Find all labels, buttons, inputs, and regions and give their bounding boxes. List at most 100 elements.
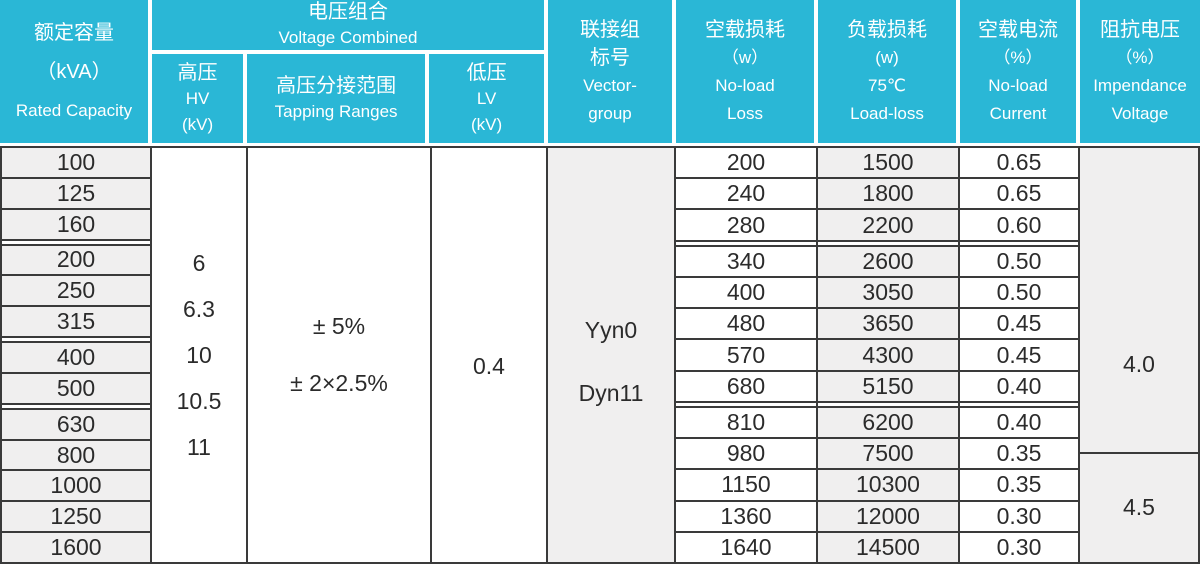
no-load-loss-column: 200 240 280 340 400 480 570 680 810 980 … — [676, 146, 818, 562]
no-load-current-column: 0.65 0.65 0.60 0.50 0.50 0.45 0.45 0.40 … — [960, 146, 1080, 562]
tapping-value: ± 5% — [312, 313, 366, 339]
load-loss-cell: 14500 — [818, 530, 958, 563]
load-loss-column: 1500 1800 2200 2600 3050 3650 4300 5150 … — [818, 146, 960, 563]
no-load-current-cell: 0.50 — [960, 244, 1078, 276]
hv-value: 11 — [187, 433, 211, 460]
load-loss-cell: 1500 — [818, 146, 958, 178]
header-tapping-zh: 高压分接范围 — [276, 74, 397, 97]
no-load-loss-cell: 1640 — [676, 530, 816, 562]
no-load-current-cell: 0.60 — [960, 208, 1078, 242]
no-load-loss-cell: 480 — [676, 307, 816, 338]
header-vector-en1: Vector- — [583, 75, 637, 95]
header-load-loss-zh: 负载损耗 — [847, 18, 927, 41]
header-no-load-loss-en2: Loss — [727, 103, 763, 123]
capacity-cell: 800 — [2, 438, 150, 470]
capacity-cell: 500 — [2, 371, 150, 405]
header-rated-capacity-unit: （kVA） — [36, 60, 112, 83]
capacity-cell: 100 — [2, 146, 150, 177]
no-load-loss-cell: 280 — [676, 208, 816, 242]
no-load-current-cell: 0.45 — [960, 307, 1078, 338]
capacity-cell: 160 — [2, 207, 150, 241]
header-no-load-loss-unit: （w） — [721, 47, 769, 67]
table-body: 100 125 160 200 250 315 400 500 630 800 … — [0, 143, 1200, 564]
no-load-current-cell: 0.35 — [960, 437, 1078, 468]
no-load-current-cell: 0.35 — [960, 468, 1078, 499]
capacity-cell: 1600 — [2, 531, 150, 562]
lv-value: 0.4 — [473, 352, 505, 379]
header-voltage-combined-en: Voltage Combined — [278, 28, 418, 47]
header-no-load-loss-en1: No-load — [715, 75, 775, 95]
lv-value-column: 0.4 — [432, 146, 548, 562]
header-no-load-current-zh: 空载电流 — [978, 18, 1058, 41]
capacity-cell: 250 — [2, 274, 150, 306]
header-hv-unit: (kV) — [181, 114, 214, 134]
no-load-current-cell: 0.50 — [960, 275, 1078, 307]
header-hv-en: HV — [185, 88, 210, 108]
load-loss-cell: 1800 — [818, 177, 958, 209]
vector-group-column: Yyn0 Dyn11 — [548, 146, 676, 562]
header-rated-capacity-zh: 额定容量 — [34, 21, 114, 44]
header-lv-unit: (kV) — [471, 114, 503, 134]
header-impedance-voltage: 阻抗电压 （%） Impendance Voltage — [1080, 0, 1200, 143]
header-rated-capacity-en: Rated Capacity — [15, 100, 133, 120]
no-load-current-cell: 0.45 — [960, 338, 1078, 369]
header-load-loss: 负载损耗 (w) 75℃ Load-loss — [818, 0, 960, 143]
impedance-value-cell: 4.5 — [1080, 451, 1198, 562]
header-no-load-current-en2: Current — [989, 103, 1047, 123]
capacity-cell: 630 — [2, 407, 150, 439]
load-loss-cell: 7500 — [818, 437, 958, 469]
header-voltage-subrow: 高压 HV (kV) 高压分接范围 Tapping Ranges 低压 LV (… — [152, 54, 544, 143]
header-hv: 高压 HV (kV) — [152, 54, 248, 143]
hv-values-column: 6 6.3 10 10.5 11 — [152, 146, 248, 562]
header-impedance-en2: Voltage — [1111, 103, 1169, 123]
header-no-load-loss: 空载损耗 （w） No-load Loss — [676, 0, 818, 143]
header-vector-group: 联接组 标号 Vector- group — [548, 0, 676, 143]
header-load-loss-temp: 75℃ — [867, 75, 906, 95]
header-voltage-combined-zh: 电压组合 — [308, 1, 388, 23]
capacity-cell: 1250 — [2, 500, 150, 532]
hv-value: 10.5 — [176, 387, 222, 414]
header-voltage-combined-group: 电压组合 Voltage Combined 高压 HV (kV) 高压分接范围 … — [152, 0, 548, 143]
no-load-loss-cell: 340 — [676, 244, 816, 276]
header-tapping-en: Tapping Ranges — [274, 101, 398, 121]
header-no-load-current-en1: No-load — [988, 75, 1048, 95]
load-loss-cell: 5150 — [818, 369, 958, 403]
no-load-loss-cell: 570 — [676, 338, 816, 369]
load-loss-cell: 3050 — [818, 275, 958, 308]
no-load-current-cell: 0.65 — [960, 177, 1078, 208]
load-loss-cell: 4300 — [818, 338, 958, 370]
header-impedance-zh: 阻抗电压 — [1100, 18, 1180, 41]
impedance-value-cell: 4.0 — [1080, 148, 1198, 452]
header-vector-zh1: 联接组 — [580, 18, 640, 41]
tapping-ranges-column: ± 5% ± 2×2.5% — [248, 146, 432, 562]
header-rated-capacity: 额定容量 （kVA） Rated Capacity — [0, 0, 152, 143]
no-load-current-cell: 0.40 — [960, 369, 1078, 403]
vector-group-value: Yyn0 — [584, 317, 638, 343]
hv-value: 6.3 — [183, 295, 215, 322]
header-load-loss-unit: (w) — [875, 47, 899, 67]
no-load-current-cell: 0.40 — [960, 405, 1078, 437]
header-no-load-current: 空载电流 （%） No-load Current — [960, 0, 1080, 143]
load-loss-cell: 2200 — [818, 208, 958, 242]
no-load-current-cell: 0.30 — [960, 530, 1078, 562]
hv-value: 6 — [192, 249, 206, 276]
header-lv-en: LV — [476, 88, 497, 108]
no-load-loss-cell: 980 — [676, 437, 816, 468]
header-hv-zh: 高压 — [177, 61, 218, 84]
load-loss-cell: 12000 — [818, 499, 958, 531]
header-tapping-ranges: 高压分接范围 Tapping Ranges — [247, 54, 430, 143]
header-lv: 低压 LV (kV) — [429, 54, 544, 143]
impedance-voltage-column: 4.0 4.5 — [1080, 146, 1200, 562]
no-load-current-cell: 0.30 — [960, 499, 1078, 531]
header-no-load-loss-zh: 空载损耗 — [705, 18, 785, 41]
vector-group-value: Dyn11 — [578, 380, 644, 406]
capacity-cell: 400 — [2, 341, 150, 372]
header-voltage-combined: 电压组合 Voltage Combined — [152, 0, 544, 54]
header-impedance-en1: Impendance — [1093, 75, 1187, 95]
no-load-loss-cell: 810 — [676, 405, 816, 437]
capacity-cell: 200 — [2, 243, 150, 275]
header-load-loss-en: Load-loss — [850, 103, 924, 123]
load-loss-cell: 2600 — [818, 244, 958, 276]
load-loss-cell: 3650 — [818, 307, 958, 339]
